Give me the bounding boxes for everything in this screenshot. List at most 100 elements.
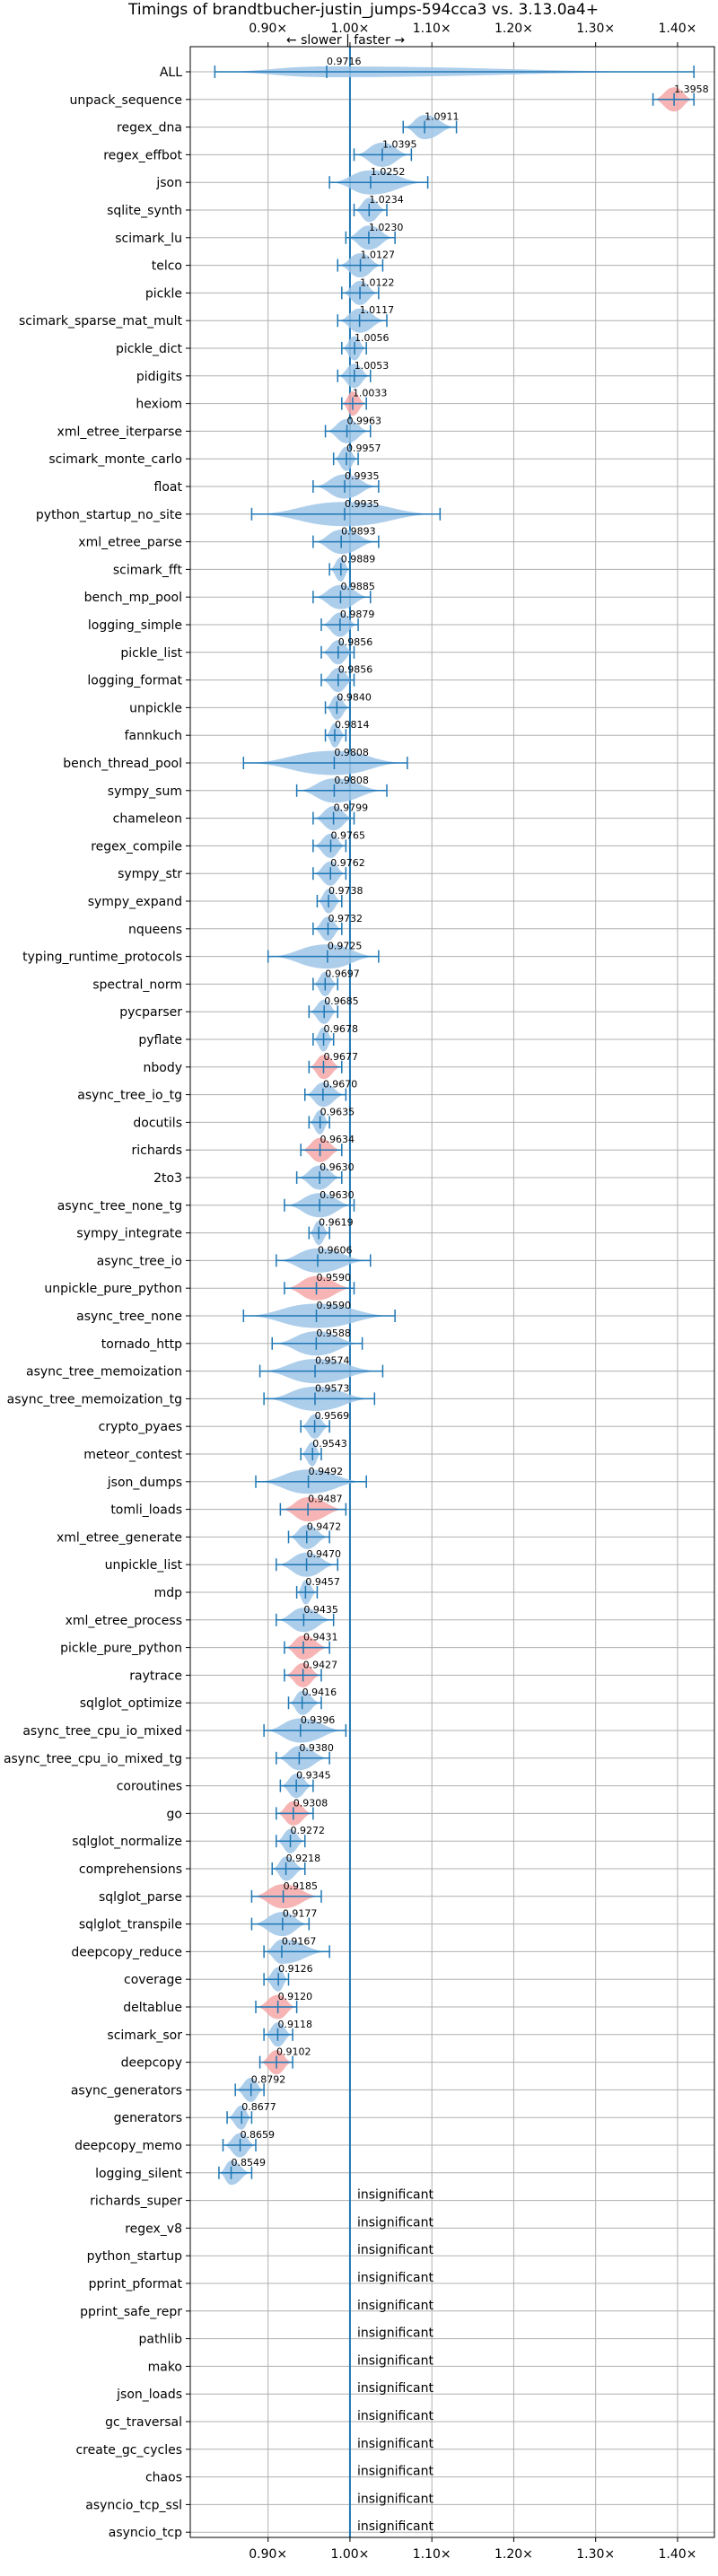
- category-label: scimark_sor: [107, 2028, 182, 2043]
- insignificant-label: insignificant: [357, 2353, 434, 2368]
- value-label: 1.0117: [360, 304, 395, 316]
- insignificant-label: insignificant: [357, 2299, 434, 2313]
- value-label: 0.9678: [324, 1023, 359, 1035]
- x-tick-label-bottom: 1.10×: [413, 2547, 451, 2562]
- value-label: 0.9569: [315, 1410, 350, 1422]
- insignificant-label: insignificant: [357, 2381, 434, 2396]
- category-label: pathlib: [139, 2333, 183, 2347]
- category-label: unpack_sequence: [70, 93, 182, 108]
- category-label: regex_v8: [125, 2221, 182, 2236]
- value-label: 0.9126: [278, 1963, 313, 1975]
- value-label: 0.9606: [318, 1244, 353, 1256]
- value-label: 1.0252: [371, 166, 406, 178]
- insignificant-label: insignificant: [357, 2243, 434, 2257]
- category-label: regex_compile: [91, 839, 182, 854]
- value-label: 1.0053: [355, 360, 390, 372]
- value-label: 1.0395: [382, 138, 417, 150]
- value-label: 0.9396: [301, 1714, 336, 1726]
- insignificant-label: insignificant: [357, 2215, 434, 2230]
- value-label: 0.8549: [232, 2157, 267, 2169]
- category-label: xml_etree_generate: [57, 1530, 182, 1545]
- category-label: deepcopy_memo: [74, 2139, 182, 2153]
- category-label: pickle_pure_python: [60, 1642, 182, 1656]
- value-label: 0.9118: [277, 2019, 312, 2030]
- category-label: pickle: [145, 286, 182, 301]
- value-label: 0.9725: [328, 941, 363, 952]
- insignificant-label: insignificant: [357, 2437, 434, 2451]
- value-label: 0.9472: [307, 1520, 342, 1532]
- category-label: 2to3: [153, 1171, 182, 1186]
- value-label: 0.9470: [307, 1548, 342, 1560]
- value-label: 0.8792: [251, 2073, 286, 2085]
- category-label: nbody: [144, 1061, 183, 1075]
- category-label: sqlglot_optimize: [80, 1696, 182, 1711]
- value-label: 1.0230: [369, 222, 404, 233]
- category-label: spectral_norm: [92, 977, 182, 992]
- category-label: unpickle_pure_python: [44, 1282, 182, 1296]
- x-tick-label-top: 1.20×: [495, 22, 533, 36]
- value-label: 0.9218: [286, 1853, 321, 1864]
- x-tick-label-top: 0.90×: [249, 22, 287, 36]
- value-label: 0.9799: [334, 802, 369, 814]
- value-label: 0.9957: [346, 442, 381, 454]
- x-tick-label-top: 1.00×: [330, 22, 369, 36]
- category-label: coroutines: [117, 1780, 182, 1794]
- value-label: 0.9732: [328, 913, 363, 924]
- value-label: 0.9102: [276, 2046, 311, 2058]
- category-label: tornado_http: [101, 1337, 182, 1352]
- value-label: 0.9814: [335, 719, 370, 731]
- grid-layer: [190, 47, 714, 2537]
- insignificant-label: insignificant: [357, 2409, 434, 2423]
- value-label: 0.9635: [320, 1106, 355, 1117]
- category-label: json: [155, 176, 182, 190]
- category-label: telco: [152, 259, 182, 274]
- insignificant-label: insignificant: [357, 2326, 434, 2341]
- x-tick-label-bottom: 1.30×: [576, 2547, 615, 2562]
- value-label: 1.0056: [355, 332, 390, 344]
- category-label: tomli_loads: [110, 1503, 182, 1518]
- value-label: 0.9889: [341, 553, 376, 565]
- x-tick-label-top: 1.30×: [576, 22, 615, 36]
- value-label: 1.0122: [360, 276, 395, 288]
- value-label: 0.9427: [303, 1659, 338, 1670]
- value-label: 0.9416: [302, 1687, 337, 1698]
- value-label: 0.9487: [308, 1494, 343, 1505]
- category-label: fannkuch: [125, 729, 182, 743]
- category-label: unpickle_list: [105, 1558, 183, 1573]
- category-label: sqlglot_transpile: [79, 1918, 182, 1932]
- category-label: sympy_str: [118, 867, 182, 881]
- value-label: 0.9765: [330, 829, 365, 841]
- category-label: unpickle: [129, 701, 182, 715]
- insignificant-label: insignificant: [357, 2465, 434, 2479]
- category-label: logging_silent: [95, 2167, 182, 2181]
- category-label: richards: [132, 1143, 183, 1158]
- x-tick-label-bottom: 1.20×: [495, 2547, 533, 2562]
- value-label: 1.0127: [361, 250, 396, 261]
- category-label: logging_format: [87, 674, 182, 688]
- category-label: regex_effbot: [103, 148, 182, 162]
- category-label: float: [154, 480, 183, 495]
- x-tick-label-bottom: 1.40×: [658, 2547, 696, 2562]
- value-label: 0.9272: [291, 1825, 326, 1836]
- insignificant-label: insignificant: [357, 2271, 434, 2285]
- category-label: typing_runtime_protocols: [22, 951, 182, 965]
- category-label: async_tree_io_tg: [77, 1089, 182, 1103]
- label-layer: 0.9716 1.3958 1.0911 1.0395 1.0252 1.0234 1.02…: [232, 56, 709, 2534]
- category-label: sympy_integrate: [76, 1227, 182, 1241]
- category-label: async_tree_io: [97, 1254, 182, 1268]
- value-label: 0.9716: [327, 56, 362, 67]
- category-label: mako: [148, 2360, 182, 2374]
- category-label: nqueens: [128, 923, 182, 937]
- category-label: deltablue: [123, 2001, 182, 2015]
- category-label: asyncio_tcp: [109, 2526, 182, 2540]
- value-label: 1.0033: [353, 388, 388, 399]
- value-label: 0.9935: [345, 498, 380, 510]
- value-label: 0.9457: [305, 1576, 340, 1588]
- category-label: scimark_sparse_mat_mult: [19, 314, 182, 329]
- category-label: generators: [114, 2111, 182, 2125]
- value-label: 0.9492: [309, 1466, 344, 1477]
- category-label: richards_super: [90, 2195, 182, 2209]
- category-label: pickle_dict: [116, 342, 183, 356]
- x-tick-label-top: 1.10×: [413, 22, 451, 36]
